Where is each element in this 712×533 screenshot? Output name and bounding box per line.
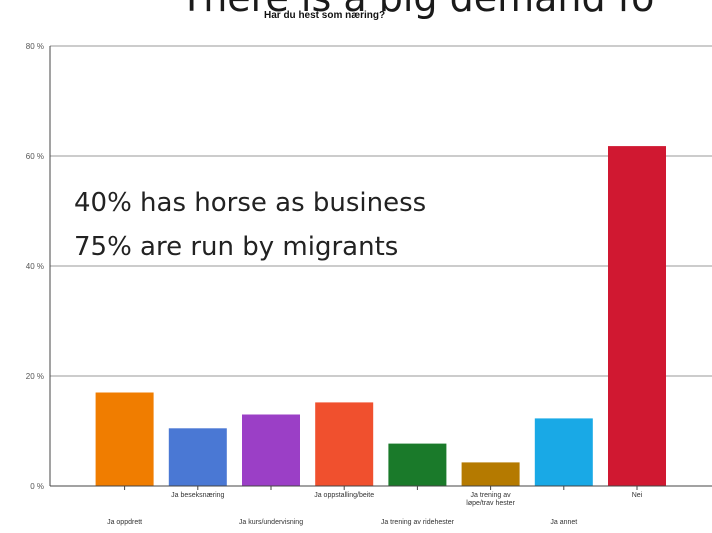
y-tick-label: 80 %	[26, 42, 44, 51]
bar-4	[315, 402, 374, 486]
bar-6	[461, 462, 520, 486]
bar-2	[168, 428, 227, 487]
x-tick-label: Nei	[632, 492, 643, 499]
y-tick-label: 60 %	[26, 152, 44, 161]
x-tick-label: Ja annet	[550, 519, 577, 526]
x-tick-label: Ja trening av ridehester	[381, 519, 455, 526]
overlay-line-migrants: 75% are run by migrants	[74, 232, 399, 262]
x-tick-label: Ja oppstalling/beite	[314, 492, 374, 499]
y-tick-label: 20 %	[26, 372, 44, 381]
bar-5	[388, 443, 447, 486]
overlay-line-business: 40% has horse as business	[74, 188, 427, 218]
x-axis-labels: Ja oppdrett Ja beseksnæring Ja kurs/underv…	[107, 486, 643, 526]
x-tick-label: Ja trening av løpe/trav hester	[466, 492, 515, 507]
x-tick-label: Ja kurs/undervisning	[239, 519, 303, 526]
bar-8	[608, 146, 666, 486]
slide-title: There is a big demand fo	[180, 0, 654, 20]
bar-7	[534, 418, 593, 486]
gridlines	[50, 45, 712, 377]
bar-1	[95, 392, 154, 486]
y-tick-label: 40 %	[26, 262, 44, 271]
x-tick-label: Ja beseksnæring	[171, 492, 224, 499]
chart-title: Har du hest som næring?	[264, 10, 386, 21]
y-axis-ticks: 0 % 20 % 40 % 60 % 80 %	[26, 42, 44, 491]
bar-3	[242, 414, 300, 486]
x-tick-label: Ja oppdrett	[107, 519, 142, 526]
y-tick-label: 0 %	[30, 482, 44, 491]
bars	[95, 146, 666, 487]
